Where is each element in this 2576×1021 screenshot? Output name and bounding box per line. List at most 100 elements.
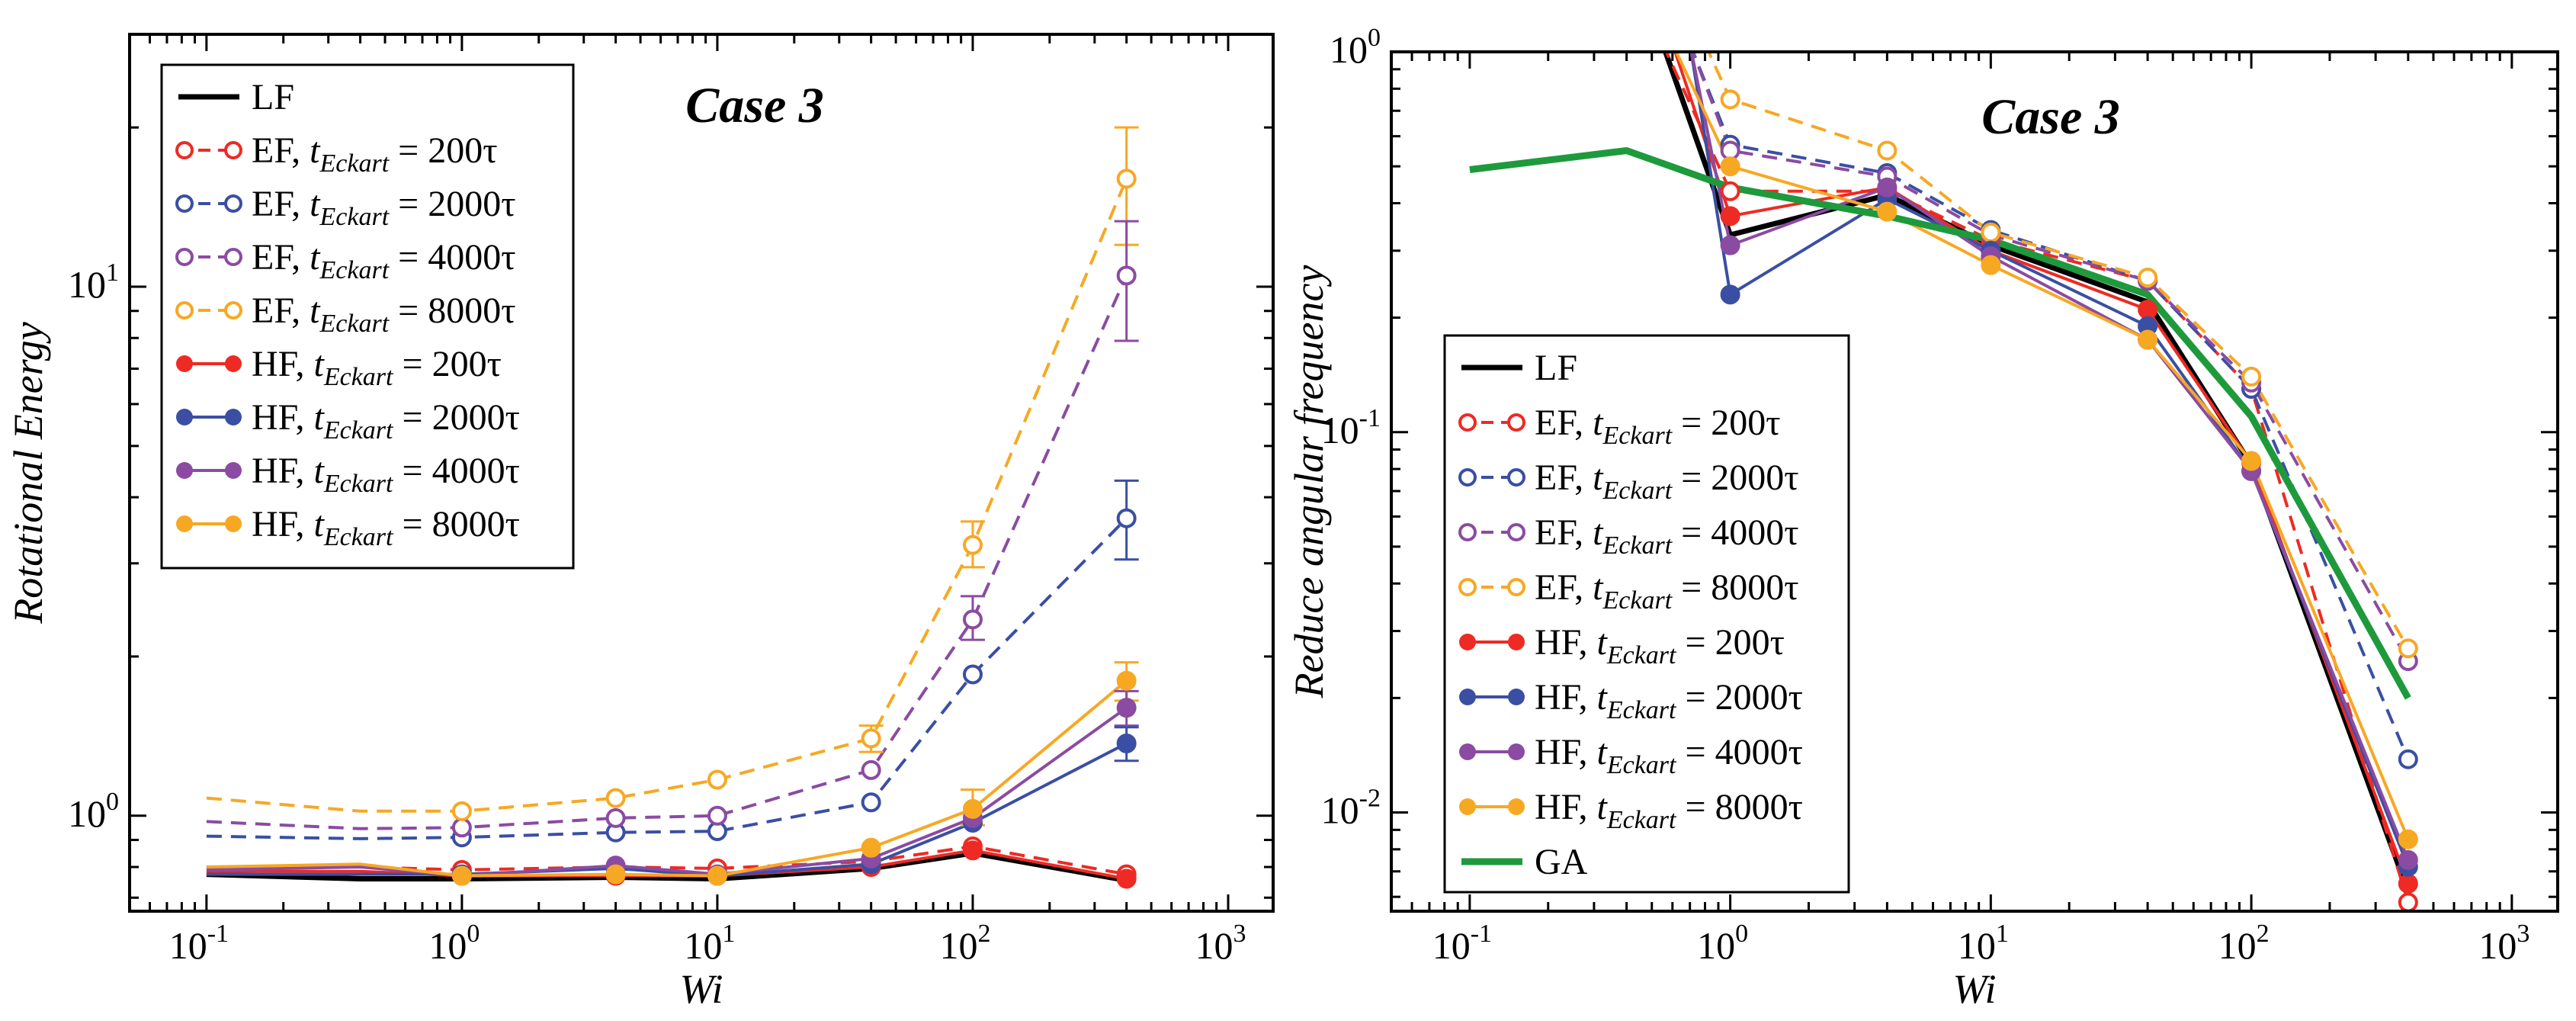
x-tick-label: 101 <box>684 920 735 967</box>
data-point-hf-t-eckart-2000 <box>1720 284 1740 305</box>
legend-swatch-marker <box>1459 798 1476 815</box>
legend-swatch-marker <box>175 248 194 266</box>
legend-label-prefix: EF, <box>1535 512 1593 553</box>
legend-label-ef-t-eckart-2000: EF, tEckart = 2000τ <box>252 184 516 231</box>
y-tick-label: 101 <box>68 258 119 306</box>
legend-swatch-marker <box>176 409 193 425</box>
legend-label-ef-t-eckart-4000: EF, tEckart = 4000τ <box>252 237 516 284</box>
legend-label-sub: Eckart <box>319 149 390 178</box>
x-tick-label: 10-1 <box>1432 920 1492 967</box>
data-point-ef-t-eckart-4000 <box>707 805 727 826</box>
legend-label-prefix: GA <box>1535 842 1588 882</box>
legend-label-sub: Eckart <box>319 310 390 338</box>
legend-label-prefix: HF, <box>252 344 314 384</box>
legend-label-hf-t-eckart-200: HF, tEckart = 200τ <box>1535 622 1785 669</box>
legend-label-ef-t-eckart-200: EF, tEckart = 200τ <box>1535 403 1781 450</box>
legend-swatch-marker <box>175 194 194 213</box>
data-point-hf-t-eckart-200 <box>2138 300 2158 320</box>
data-point-ef-t-eckart-8000 <box>962 535 983 555</box>
data-point-ef-t-eckart-8000 <box>1877 140 1898 161</box>
x-tick-label-base: 10 <box>2478 924 2517 967</box>
data-point-hf-t-eckart-8000 <box>2241 451 2262 471</box>
y-tick-label: 100 <box>68 788 119 835</box>
legend-label-t: t <box>314 397 326 438</box>
data-point-ef-t-eckart-8000 <box>2398 638 2418 659</box>
legend-label-suffix: = 8000τ <box>1676 787 1803 827</box>
data-point-hf-t-eckart-8000 <box>1981 255 2001 275</box>
legend-swatch-marker <box>224 141 242 159</box>
legend-label-suffix: = 2000τ <box>389 184 515 224</box>
x-tick-label-exp: 2 <box>977 920 990 948</box>
legend-label-ef-t-eckart-2000: EF, tEckart = 2000τ <box>1535 458 1799 505</box>
data-point-ef-t-eckart-200 <box>1720 181 1740 201</box>
x-tick-label-base: 10 <box>684 924 722 967</box>
legend-label-sub: Eckart <box>1602 477 1673 505</box>
plot-frame <box>128 33 1275 913</box>
data-point-hf-t-eckart-8000 <box>2398 829 2418 849</box>
legend-swatch-marker <box>176 515 193 532</box>
data-point-hf-t-eckart-200 <box>1720 206 1740 226</box>
data-point-hf-t-eckart-4000 <box>1720 235 1740 255</box>
legend-swatch-marker <box>1458 468 1477 486</box>
y-axis-label: Rotational Energy <box>5 322 51 624</box>
y-tick-label-exp: 1 <box>106 258 119 287</box>
data-point-ef-t-eckart-8000 <box>1981 222 2001 242</box>
legend-label-sub: Eckart <box>323 363 394 391</box>
data-point-ef-t-eckart-8000 <box>2241 366 2262 387</box>
data-point-ef-t-eckart-2000 <box>962 664 983 685</box>
legend-swatch-marker <box>1508 634 1525 650</box>
data-point-ef-t-eckart-8000 <box>707 769 727 790</box>
legend-label-prefix: EF, <box>252 184 310 224</box>
series-line-hf-t-eckart-8000 <box>206 679 1128 878</box>
x-tick-label-exp: -1 <box>1471 920 1492 948</box>
legend-label-sub: Eckart <box>1606 696 1677 724</box>
data-area <box>206 126 1139 889</box>
series-line-lf <box>206 850 1128 883</box>
x-axis-label: Wi <box>679 966 723 1012</box>
data-point-hf-t-eckart-4000 <box>1116 698 1137 718</box>
x-tick-label: 102 <box>2218 920 2270 967</box>
legend-label-prefix: EF, <box>1535 403 1593 443</box>
legend-label-lf: LF <box>252 77 294 117</box>
legend-swatch-marker <box>1458 578 1477 596</box>
legend-label-prefix: EF, <box>1535 458 1593 498</box>
x-tick-label-base: 10 <box>939 924 977 967</box>
data-point-hf-t-eckart-200 <box>1116 868 1137 889</box>
x-axis-label: Wi <box>1952 966 1996 1012</box>
legend-label-t: t <box>1597 677 1609 718</box>
x-tick-label: 100 <box>428 920 480 967</box>
legend-label-sub: Eckart <box>319 203 390 231</box>
legend-swatch-marker <box>224 301 242 319</box>
series-line-ga <box>1469 147 2411 700</box>
legend-swatch-marker <box>1459 743 1476 760</box>
legend-label-prefix: HF, <box>252 397 314 438</box>
plot-frame <box>1390 50 2559 913</box>
data-point-ef-t-eckart-2000 <box>2398 749 2418 769</box>
series-line-ef-t-eckart-4000 <box>206 275 1128 830</box>
x-tick-label-exp: 0 <box>1735 920 1748 948</box>
legend-label-ef-t-eckart-8000: EF, tEckart = 8000τ <box>1535 567 1799 615</box>
legend-label-suffix: = 4000τ <box>1672 512 1798 553</box>
legend-label-t: t <box>1597 622 1609 663</box>
y-tick-label-exp: -1 <box>1359 404 1381 432</box>
legend-swatch-marker <box>225 515 242 532</box>
x-tick-label-base: 10 <box>1697 924 1735 967</box>
x-tick-label: 100 <box>1697 920 1748 967</box>
legend-label-suffix: = 200τ <box>393 344 502 384</box>
y-tick-label-exp: -2 <box>1359 785 1381 813</box>
legend-label-ef-t-eckart-4000: EF, tEckart = 4000τ <box>1535 512 1799 560</box>
legend-swatch-marker <box>1459 634 1476 650</box>
legend-label-t: t <box>314 344 326 384</box>
legend-swatch-marker <box>225 462 242 479</box>
data-point-hf-t-eckart-2000 <box>1116 733 1137 753</box>
legend-label-prefix: EF, <box>252 291 310 331</box>
legend-label-prefix: HF, <box>1535 732 1597 772</box>
data-point-ef-t-eckart-8000 <box>2138 267 2158 287</box>
x-tick-label-base: 10 <box>2218 924 2257 967</box>
legend-label-sub: Eckart <box>319 256 390 284</box>
legend-label-prefix: HF, <box>1535 677 1597 718</box>
x-tick-label-base: 10 <box>1958 924 1996 967</box>
y-tick-label-base: 10 <box>68 792 106 835</box>
